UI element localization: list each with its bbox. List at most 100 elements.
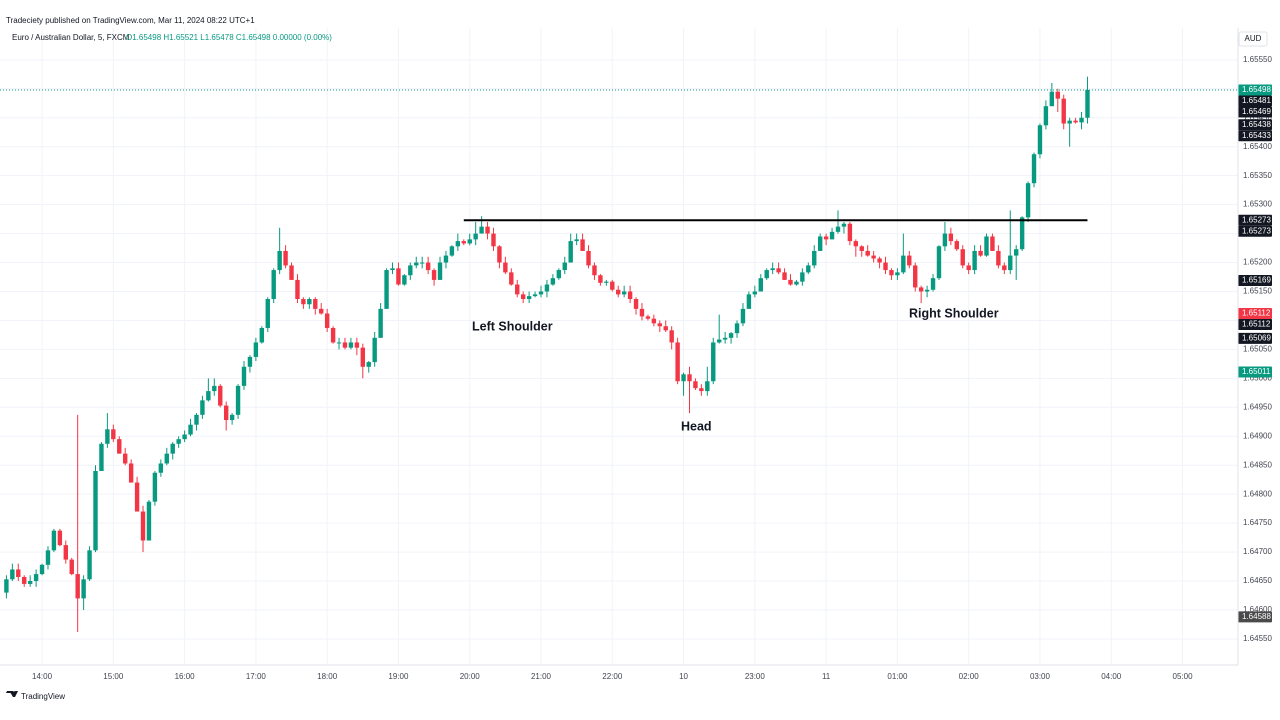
price-badge-label: 1.65433 (1242, 131, 1271, 140)
candle-body (265, 299, 270, 328)
candle-body (99, 443, 104, 472)
x-tick-label: 17:00 (246, 672, 267, 681)
candle-body (128, 463, 134, 483)
candle-body (342, 342, 348, 348)
annotation: Right Shoulder (909, 306, 999, 320)
candle-body (728, 333, 734, 338)
candle-body (479, 226, 484, 234)
candle-body (437, 262, 443, 280)
candle-body (960, 249, 965, 266)
candle-body (639, 308, 645, 317)
candle-body (396, 268, 401, 285)
candle-body (794, 281, 799, 285)
price-badge (1238, 119, 1272, 131)
candle-body (212, 385, 217, 392)
candle-body (532, 294, 538, 297)
candle-body (384, 270, 389, 309)
candle-body (526, 296, 532, 300)
price-badge-label: 1.65469 (1242, 107, 1271, 116)
x-tick-label: 20:00 (460, 672, 481, 681)
price-badge-label: 1.65011 (1242, 367, 1271, 376)
x-tick-label: 05:00 (1173, 672, 1194, 681)
grid (0, 28, 1238, 665)
candle-body (431, 270, 437, 280)
candle-body (841, 223, 847, 227)
logo (6, 691, 18, 697)
candle-body (1061, 98, 1066, 124)
candle-body (616, 289, 621, 295)
x-tick-label: 02:00 (959, 672, 980, 681)
candle-body (746, 294, 752, 309)
currency[interactable]: AUD (1245, 34, 1262, 43)
x-tick-label: 11 (822, 672, 831, 681)
candle-body (140, 511, 146, 541)
candle-body (1043, 106, 1049, 126)
currency-box[interactable] (1238, 31, 1268, 47)
candle-body (645, 316, 651, 319)
price-badge (1238, 611, 1272, 623)
candle-body (675, 342, 680, 382)
candle-body (194, 414, 199, 425)
candle-body (134, 482, 140, 512)
price-badge-label: 1.65169 (1242, 276, 1271, 285)
candle-body (598, 275, 603, 283)
candle-body (93, 471, 98, 551)
candle-body (663, 326, 668, 331)
candle-body (752, 291, 758, 295)
x-tick-label: 19:00 (388, 672, 409, 681)
candle-body (123, 453, 128, 464)
candle-body (853, 241, 859, 247)
candle-body (503, 262, 508, 273)
y-tick-label: 1.64800 (1243, 489, 1272, 498)
price-badge (1238, 225, 1272, 237)
y-tick-label: 1.64700 (1243, 547, 1272, 556)
y-tick-label: 1.65300 (1243, 200, 1272, 209)
candle-body (176, 439, 181, 444)
candle-body (895, 272, 900, 276)
candle-body (319, 308, 324, 314)
price-badge-label: 1.65498 (1242, 85, 1271, 94)
candle-body (847, 223, 853, 242)
price-badge-label: 1.64588 (1242, 612, 1271, 621)
candle-body (930, 278, 936, 290)
candle-body (865, 250, 870, 256)
candle-body (75, 574, 80, 599)
plot: 1.64550 1.64600 1.64650 1.64700 1.64750 1.648… (0, 28, 1272, 681)
candle-body (390, 268, 395, 271)
candle-body (218, 385, 223, 406)
symbol: Euro / Australian Dollar, 5, FXCM (12, 33, 130, 42)
candle-body (859, 246, 864, 251)
y-tick-label: 1.64600 (1243, 605, 1272, 614)
y-tick-label: 1.64850 (1243, 460, 1272, 469)
candle-body (223, 405, 229, 421)
candle-body (1019, 217, 1025, 250)
candle-body (717, 339, 722, 343)
candle-body (936, 246, 942, 279)
candle-body (1025, 183, 1031, 218)
candle-body (669, 330, 674, 343)
candle-body (651, 318, 657, 324)
candle-body (443, 255, 449, 263)
y-tick-label: 1.64550 (1243, 634, 1272, 643)
candle-body (277, 250, 282, 271)
candle-body (307, 299, 312, 305)
x-tick-label: 16:00 (175, 672, 196, 681)
candle-body (301, 299, 306, 305)
candle-body (259, 327, 265, 343)
candle-body (924, 289, 930, 292)
y-tick-label: 1.65200 (1243, 258, 1272, 267)
candle-body (467, 239, 472, 244)
candle-body (39, 564, 45, 575)
y-tick-label: 1.64950 (1243, 402, 1272, 411)
candle-body (633, 299, 639, 309)
candle-body (164, 453, 169, 464)
candle-body (253, 342, 259, 357)
candle-body (568, 241, 573, 263)
candle-body (414, 262, 419, 266)
candle-body (188, 424, 193, 435)
candle-body (806, 265, 811, 273)
candle-body (45, 550, 51, 565)
price-badge (1238, 307, 1272, 319)
